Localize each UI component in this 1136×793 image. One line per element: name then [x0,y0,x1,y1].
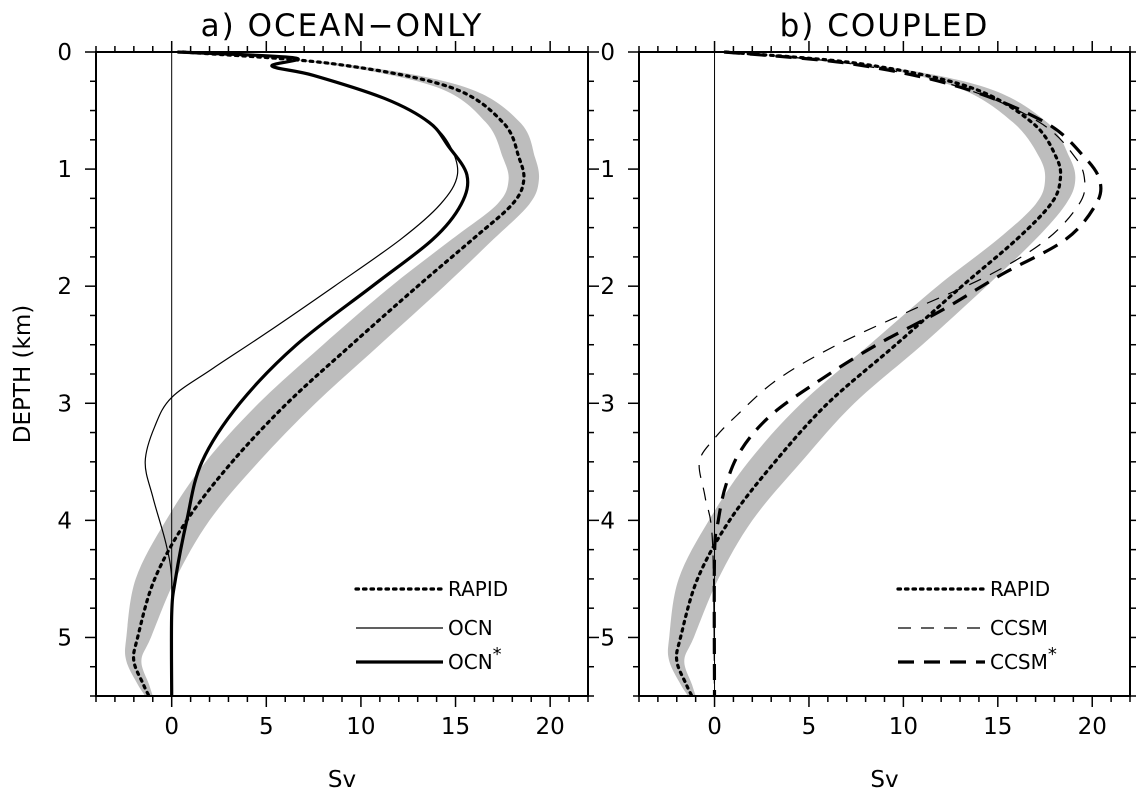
legend-label: OCN* [448,644,502,674]
legend-label: RAPID [448,577,508,601]
legend-label: OCN [448,616,493,640]
x-tick-label: 15 [441,714,470,740]
y-tick-label: 4 [600,508,615,534]
x-axis-label: Sv [328,767,356,793]
x-tick-label: 0 [707,714,722,740]
legend-superscript: * [1048,644,1057,665]
panel-title: b) COUPLED [780,8,990,44]
x-tick-label: 15 [983,714,1012,740]
y-tick-label: 1 [57,157,72,183]
y-tick-label: 3 [57,391,72,417]
y-tick-label: 4 [57,508,72,534]
x-axis-label: Sv [870,767,898,793]
y-tick-label: 2 [600,274,615,300]
panel-title: a) OCEAN−ONLY [201,8,484,44]
y-tick-label: 5 [57,625,72,651]
x-tick-label: 10 [346,714,375,740]
y-tick-label: 2 [57,274,72,300]
x-tick-label: 20 [536,714,565,740]
legend-label: CCSM* [990,644,1057,674]
panel-coupled: 0 5 10 15 20 0 1 2 3 4 5 b) COUPLED Sv RAPID CCSM CCSM* [600,8,1136,793]
y-axis-label: DEPTH (km) [10,305,36,443]
y-tick-label: 5 [600,625,615,651]
y-tick-label: 1 [600,157,615,183]
x-tick-label: 10 [889,714,918,740]
legend-label: CCSM [990,616,1048,640]
y-tick-label: 0 [600,40,615,66]
x-tick-label: 5 [802,714,817,740]
legend-superscript: * [493,644,502,665]
legend-label: RAPID [990,577,1050,601]
x-tick-label: 0 [164,714,179,740]
y-tick-label: 0 [57,40,72,66]
x-tick-label: 5 [259,714,274,740]
y-tick-label: 3 [600,391,615,417]
panel-ocean-only: 0 5 10 15 20 0 1 2 3 4 5 a) OCEAN−ONLY Sv DEPTH (km) R… [10,8,599,793]
x-tick-label: 20 [1078,714,1107,740]
